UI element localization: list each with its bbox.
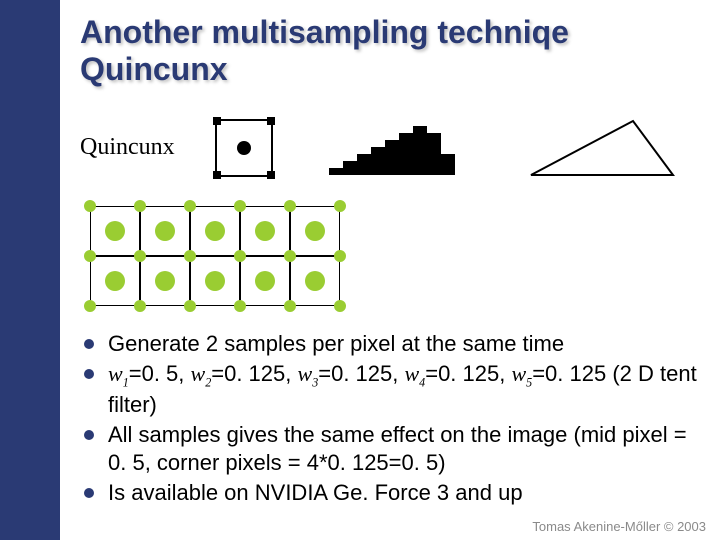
- bullet-item: w1=0. 5, w2=0. 125, w3=0. 125, w4=0. 125…: [80, 360, 704, 419]
- weight-val: =0. 125,: [425, 361, 511, 386]
- corner-sample-dot-icon: [84, 250, 96, 262]
- corner-sample-dot-icon: [234, 250, 246, 262]
- bullet-text: Generate 2 samples per pixel at the same…: [108, 331, 564, 356]
- corner-dot-icon: [213, 117, 221, 125]
- weight-var: w: [404, 361, 419, 386]
- corner-sample-dot-icon: [234, 300, 246, 312]
- bullet-list: Generate 2 samples per pixel at the same…: [80, 330, 720, 508]
- corner-sample-dot-icon: [84, 200, 96, 212]
- center-sample-dot-icon: [105, 221, 125, 241]
- pixel-stair: [441, 154, 455, 175]
- weight-var: w: [191, 361, 206, 386]
- quincunx-pattern-square: [215, 119, 273, 177]
- corner-sample-dot-icon: [134, 200, 146, 212]
- weight-var: w: [108, 361, 123, 386]
- pixel-stair: [357, 154, 371, 175]
- corner-sample-dot-icon: [134, 250, 146, 262]
- center-sample-dot-icon: [305, 271, 325, 291]
- center-sample-dot-icon: [255, 271, 275, 291]
- sample-grid: [80, 202, 352, 312]
- bullet-item: Is available on NVIDIA Ge. Force 3 and u…: [80, 479, 704, 507]
- corner-sample-dot-icon: [234, 200, 246, 212]
- slide-title: Another multisampling techniqe Quincunx: [60, 0, 720, 98]
- pixel-stair: [413, 126, 427, 175]
- slide: Another multisampling techniqe Quincunx …: [60, 0, 720, 540]
- corner-sample-dot-icon: [134, 300, 146, 312]
- corner-sample-dot-icon: [334, 300, 346, 312]
- aliased-triangle-icon: [323, 113, 483, 183]
- antialiased-triangle-icon: [523, 113, 683, 183]
- corner-dot-icon: [267, 171, 275, 179]
- bullet-text: All samples gives the same effect on the…: [108, 422, 687, 475]
- corner-sample-dot-icon: [284, 300, 296, 312]
- weight-var: w: [511, 361, 526, 386]
- bullet-text: Is available on NVIDIA Ge. Force 3 and u…: [108, 480, 523, 505]
- center-sample-dot-icon: [105, 271, 125, 291]
- weight-val: =0. 5,: [129, 361, 191, 386]
- corner-sample-dot-icon: [284, 250, 296, 262]
- bullet-item: Generate 2 samples per pixel at the same…: [80, 330, 704, 358]
- corner-sample-dot-icon: [284, 200, 296, 212]
- pixel-stair: [343, 161, 357, 175]
- center-sample-dot-icon: [205, 271, 225, 291]
- corner-sample-dot-icon: [184, 300, 196, 312]
- center-dot-icon: [237, 141, 251, 155]
- weight-var: w: [298, 361, 313, 386]
- weight-val: =0. 125: [532, 361, 612, 386]
- corner-sample-dot-icon: [184, 200, 196, 212]
- center-sample-dot-icon: [155, 221, 175, 241]
- center-sample-dot-icon: [305, 221, 325, 241]
- pixel-stair: [329, 168, 343, 175]
- corner-dot-icon: [213, 171, 221, 179]
- center-sample-dot-icon: [255, 221, 275, 241]
- weight-val: =0. 125,: [211, 361, 297, 386]
- bullet-item: All samples gives the same effect on the…: [80, 421, 704, 477]
- weight-val: =0. 125,: [318, 361, 404, 386]
- pixel-stair: [427, 133, 441, 175]
- figure-label: Quincunx: [80, 134, 175, 161]
- corner-dot-icon: [267, 117, 275, 125]
- pixel-stair: [371, 147, 385, 175]
- figure-row: Quincunx: [60, 104, 720, 192]
- center-sample-dot-icon: [205, 221, 225, 241]
- corner-sample-dot-icon: [184, 250, 196, 262]
- center-sample-dot-icon: [155, 271, 175, 291]
- corner-sample-dot-icon: [334, 200, 346, 212]
- corner-sample-dot-icon: [334, 250, 346, 262]
- corner-sample-dot-icon: [84, 300, 96, 312]
- footer-credit: Tomas Akenine-Mőller © 2003: [532, 519, 706, 534]
- pixel-stair: [385, 140, 399, 175]
- pixel-stair: [399, 133, 413, 175]
